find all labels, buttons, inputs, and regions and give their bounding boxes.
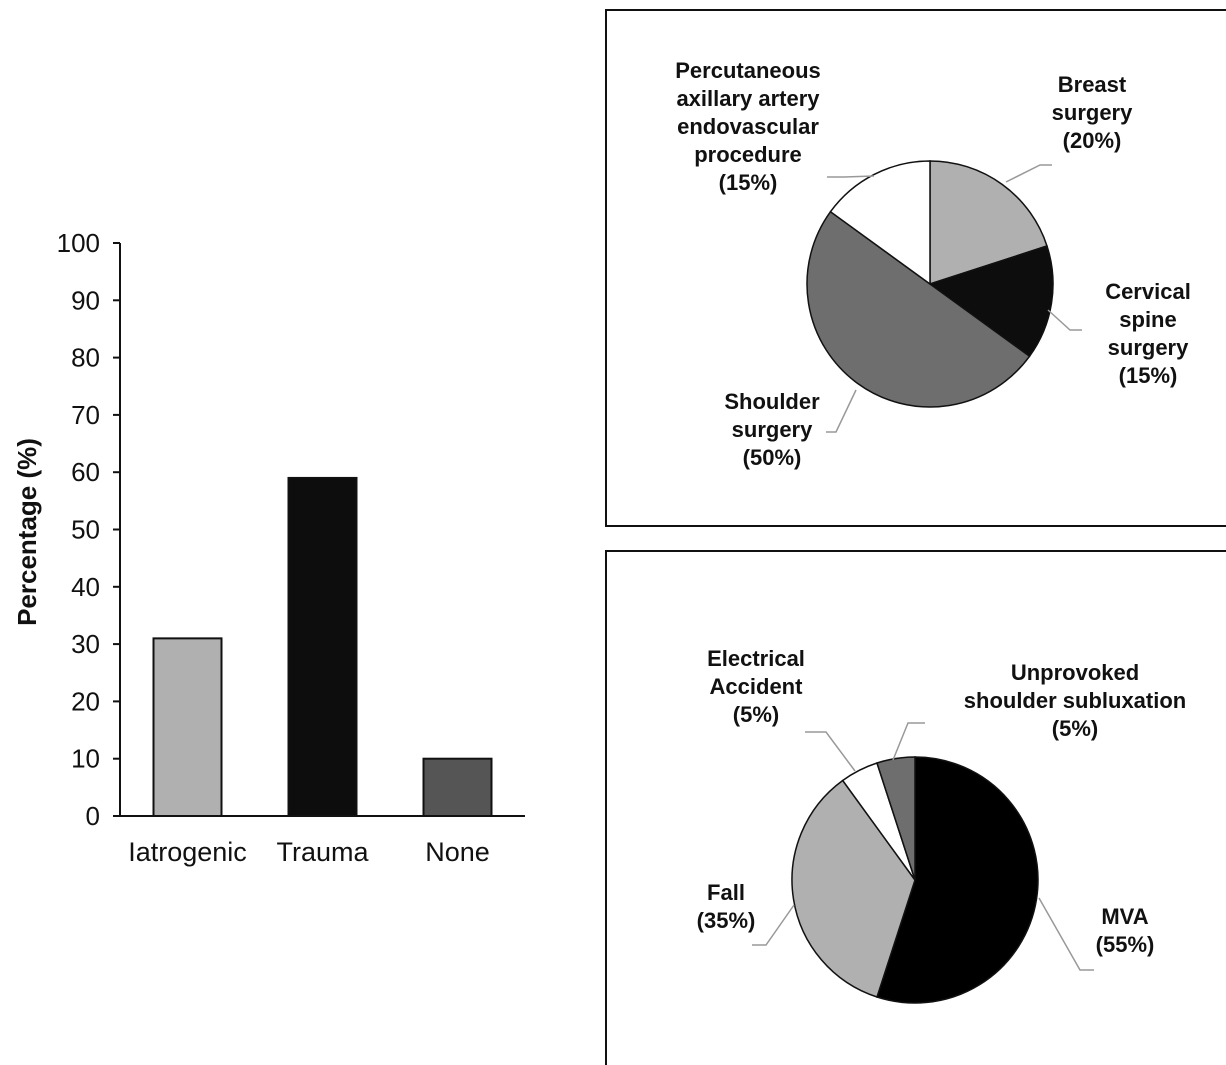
bar-trauma bbox=[287, 476, 358, 817]
y-axis-label: Percentage (%) bbox=[12, 438, 42, 626]
slice-label: Fall (35%) bbox=[697, 880, 756, 933]
pie-slice bbox=[829, 160, 931, 286]
y-tick-label: 70 bbox=[71, 400, 100, 430]
pie-leader-lines-1 bbox=[826, 164, 1082, 433]
slice-label-line: procedure bbox=[694, 142, 802, 167]
slice-label-line: surgery bbox=[1108, 335, 1189, 360]
slice-label-line: (5%) bbox=[733, 702, 779, 727]
slice-label-line: shoulder subluxation bbox=[964, 688, 1186, 713]
slice-label-line: Electrical bbox=[707, 646, 805, 671]
slice-label-line: (5%) bbox=[1052, 716, 1098, 741]
slice-label: Percutaneous axillary artery endovascular p… bbox=[675, 58, 821, 195]
leader-line bbox=[826, 389, 857, 433]
x-axis-categories: Iatrogenic Trauma None bbox=[128, 837, 490, 867]
y-tick-label: 50 bbox=[71, 515, 100, 545]
bar-iatrogenic bbox=[152, 637, 223, 817]
slice-label: Breast surgery (20%) bbox=[1052, 72, 1133, 153]
slice-label: Electrical Accident (5%) bbox=[707, 646, 805, 727]
panel-border bbox=[605, 9, 1226, 527]
slice-label-line: surgery bbox=[732, 417, 813, 442]
pie-leader-lines-2 bbox=[752, 722, 1094, 971]
leader-line bbox=[1047, 309, 1082, 331]
panel-border bbox=[605, 550, 1226, 1065]
slice-label-line: Accident bbox=[710, 674, 804, 699]
pie-slice bbox=[876, 756, 916, 881]
slice-label-line: axillary artery bbox=[676, 86, 820, 111]
slice-label: Shoulder surgery (50%) bbox=[724, 389, 820, 470]
slice-label-line: Fall bbox=[707, 880, 745, 905]
slice-label-line: Breast bbox=[1058, 72, 1127, 97]
pie-slices-2 bbox=[791, 756, 1039, 1004]
leader-line bbox=[892, 722, 925, 761]
y-tick-label: 80 bbox=[71, 343, 100, 373]
pie-slices-1 bbox=[806, 160, 1054, 408]
slice-label-line: (55%) bbox=[1096, 932, 1155, 957]
slice-label-line: Cervical bbox=[1105, 279, 1191, 304]
leader-line bbox=[827, 175, 875, 178]
y-axis-ticks: 0 10 20 30 40 50 60 70 80 90 100 bbox=[57, 228, 120, 831]
y-tick-label: 40 bbox=[71, 572, 100, 602]
category-label: None bbox=[425, 837, 490, 867]
slice-label: Unprovoked shoulder subluxation (5%) bbox=[964, 660, 1186, 741]
slice-label: Cervical spine surgery (15%) bbox=[1105, 279, 1191, 388]
bars bbox=[152, 476, 493, 818]
leader-line bbox=[1038, 897, 1094, 971]
slice-label-line: MVA bbox=[1101, 904, 1148, 929]
category-label: Iatrogenic bbox=[128, 837, 247, 867]
y-tick-label: 60 bbox=[71, 457, 100, 487]
y-tick-label: 20 bbox=[71, 686, 100, 716]
slice-label-line: (15%) bbox=[1119, 363, 1178, 388]
pie-chart-panel-2: MVA(55%)Fall(35%)ElectricalAccident(5%)U… bbox=[605, 550, 1226, 1065]
leader-line bbox=[1005, 164, 1052, 183]
slice-label-line: surgery bbox=[1052, 100, 1133, 125]
leader-line bbox=[805, 731, 856, 772]
slice-label-line: (15%) bbox=[719, 170, 778, 195]
pie-slice bbox=[928, 245, 1054, 358]
slice-label-line: Shoulder bbox=[724, 389, 820, 414]
category-label: Trauma bbox=[276, 837, 369, 867]
slice-label-line: Unprovoked bbox=[1011, 660, 1139, 685]
pie-slice bbox=[791, 779, 916, 998]
leader-line bbox=[752, 904, 795, 946]
slice-label-line: (35%) bbox=[697, 908, 756, 933]
y-tick-label: 10 bbox=[71, 744, 100, 774]
pie-slice bbox=[806, 210, 1031, 408]
bar-none bbox=[422, 757, 493, 818]
slice-label: MVA (55%) bbox=[1096, 904, 1155, 957]
slice-label-line: spine bbox=[1119, 307, 1176, 332]
y-tick-label: 0 bbox=[86, 801, 100, 831]
y-tick-label: 30 bbox=[71, 629, 100, 659]
y-tick-label: 90 bbox=[71, 285, 100, 315]
slice-label-line: (20%) bbox=[1063, 128, 1122, 153]
pie-labels-1: Breast surgery (20%) Cervical spine surgery (1… bbox=[675, 58, 1191, 470]
slice-label-line: (50%) bbox=[743, 445, 802, 470]
bar-chart: Percentage (%) 0 10 20 30 40 50 60 70 80 90 100 Ia… bbox=[12, 228, 525, 867]
pie-chart-panel-1: Breast surgery (20%) Cervical spine surgery (1… bbox=[605, 9, 1226, 527]
pie-slice bbox=[876, 756, 1039, 1004]
slice-label-line: Percutaneous bbox=[675, 58, 821, 83]
slice-label-line: endovascular bbox=[677, 114, 819, 139]
y-tick-label: 100 bbox=[57, 228, 100, 258]
pie-labels-2: MVA(55%)Fall(35%)ElectricalAccident(5%)U… bbox=[697, 646, 1187, 957]
pie-slice bbox=[929, 160, 1048, 286]
